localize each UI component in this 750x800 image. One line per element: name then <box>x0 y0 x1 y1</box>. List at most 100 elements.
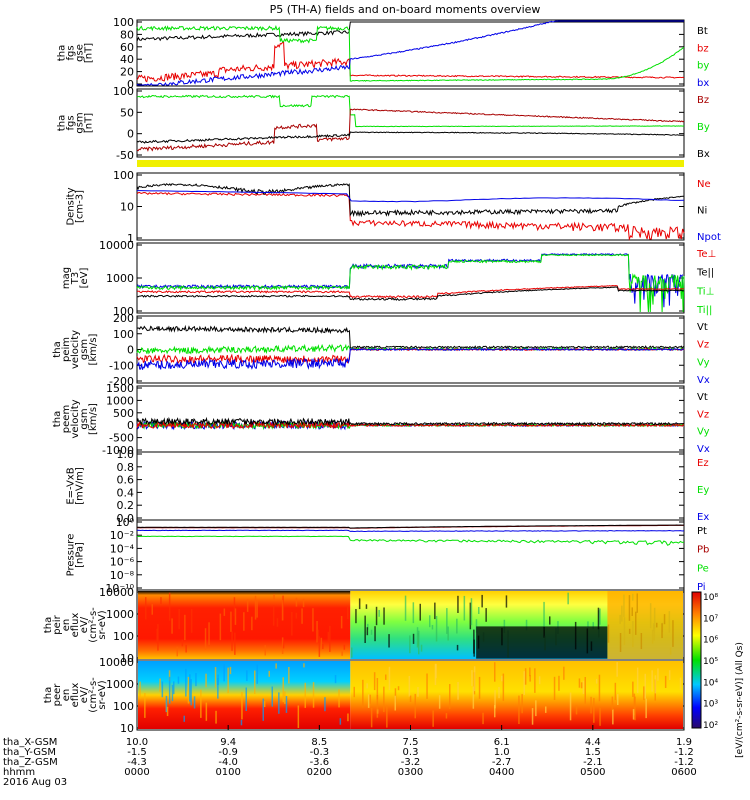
legend-entry: Vy <box>697 427 710 438</box>
spectrogram-texture <box>409 635 411 654</box>
x-row-value: -1.2 <box>674 747 694 758</box>
ytick-label: 500 <box>113 407 134 420</box>
x-row-value: -2.1 <box>583 757 603 768</box>
spectrogram-texture <box>590 696 592 714</box>
spectrogram-texture <box>534 668 536 693</box>
spectrogram-texture <box>494 690 496 709</box>
ytick-label: 0.2 <box>117 499 135 512</box>
y-axis-label-line: peim <box>61 337 72 362</box>
series-line-Vy <box>136 343 685 355</box>
spectrogram-texture <box>178 608 180 630</box>
spectrogram-texture <box>416 627 419 648</box>
spectrogram-texture <box>165 695 168 713</box>
y-axis-label-line: velocity <box>70 399 81 438</box>
series-line-Vt <box>136 324 685 350</box>
y-axis-label-line: tha <box>52 341 63 357</box>
spectrogram-texture <box>366 627 369 636</box>
spectrogram-texture <box>482 712 484 725</box>
ytick-label: 10⁻¹⁰ <box>105 582 134 595</box>
spectrogram-texture <box>599 608 601 625</box>
x-row-value: 0100 <box>215 767 240 778</box>
spectrogram-texture <box>156 628 158 644</box>
spectrogram-texture <box>429 615 431 628</box>
spectrogram-texture <box>241 692 243 720</box>
spectrogram-texture <box>184 614 186 641</box>
spectrogram-texture <box>214 667 217 688</box>
ytick-label: 10 <box>120 201 134 214</box>
status-bar <box>137 160 684 167</box>
y-axis-label-line: eV/ <box>79 616 90 633</box>
ytick-label: 100 <box>113 169 134 182</box>
legend-entry: Vt <box>697 392 708 403</box>
spectrogram-texture <box>375 606 378 626</box>
spectrogram-texture <box>456 618 458 634</box>
x-row-value: 9.4 <box>220 737 236 748</box>
spectrogram-texture <box>233 597 236 617</box>
x-row-value: -1.2 <box>674 757 694 768</box>
ytick-label: 80 <box>120 28 134 41</box>
legend-entry: by <box>697 61 709 72</box>
x-row-value: 0.3 <box>403 747 419 758</box>
y-axis-label-line: velocity <box>70 330 81 369</box>
ytick-label: 100 <box>113 700 134 713</box>
ytick-label: 60 <box>120 41 134 54</box>
x-row-value: 10.0 <box>126 737 148 748</box>
ytick-label: -1000 <box>102 444 134 457</box>
legend-entry: Pe <box>697 563 709 574</box>
legend-entry: Ni <box>697 206 707 217</box>
spectrogram-texture <box>195 673 197 687</box>
spectrogram-texture <box>304 682 306 708</box>
x-row-value: 0000 <box>124 767 149 778</box>
series-line-Bx <box>136 131 685 144</box>
spectrogram-texture <box>166 706 169 716</box>
spectrogram-texture <box>394 695 396 711</box>
spectrogram-texture <box>644 673 646 699</box>
y-axis-label-line: [nT] <box>84 43 95 63</box>
colorbar-tick: 10⁸ <box>703 593 718 603</box>
y-axis-label-line: eflux <box>70 683 81 708</box>
spectrogram-texture <box>251 616 253 631</box>
spectrogram-texture <box>168 670 171 682</box>
spectrogram-texture <box>276 618 279 627</box>
x-row-value: -0.3 <box>310 747 330 758</box>
spectrogram-texture <box>281 599 284 621</box>
spectrogram-texture <box>297 705 300 728</box>
spectrogram-texture <box>584 677 586 704</box>
colorbar-scale <box>691 591 702 729</box>
colorbar-tick: 10⁶ <box>703 636 718 646</box>
spectrogram-texture <box>176 646 178 657</box>
spectrogram-texture <box>295 612 298 619</box>
legend-entry: Ne <box>697 179 711 190</box>
spectrogram-texture <box>545 706 547 713</box>
ytick-label: 100 <box>113 85 134 98</box>
x-axis-table: tha_X-GSM 10.0 9.4 8.5 7.5 6.1 4.4 1.9 tha_Y-GSM… <box>3 725 697 788</box>
spectrogram-texture <box>438 695 441 709</box>
spectrogram-texture <box>329 625 331 652</box>
legend-entry: Vz <box>697 409 709 420</box>
spectrogram-texture <box>558 675 560 691</box>
spectrogram-texture <box>535 700 537 717</box>
y-axis-label-line: sr-eV) <box>97 680 108 709</box>
legend-entry: Ez <box>697 458 709 469</box>
spectrogram-texture <box>593 697 595 723</box>
colorbar-tick: 10² <box>703 721 718 731</box>
panel-peem-velocity: 150010005000-500-1000thapeemvelocitygsm[… <box>52 382 710 457</box>
spectrogram-texture <box>324 697 326 712</box>
spectrogram-texture <box>501 675 503 682</box>
legend-entry: Ti|| <box>696 305 712 316</box>
y-axis-label-line: fgs <box>66 45 77 60</box>
panel-peim-velocity: 200 100 0 -100 -200 thapeimvelocitygsm[km/s] V… <box>52 312 710 388</box>
y-axis-label: thapeirenefluxeV/(cm²-s-sr-eV) <box>43 607 108 643</box>
spectrogram-texture <box>204 628 207 650</box>
spectrogram-texture <box>549 616 551 625</box>
spectrogram-texture <box>347 713 349 722</box>
spectrogram-texture <box>592 622 594 629</box>
y-axis-label-line: peem <box>61 405 72 433</box>
ytick-label: 50 <box>120 106 134 119</box>
spectrogram-texture <box>190 608 193 633</box>
colorbar-tick: 10³ <box>703 700 718 710</box>
y-axis-label: magT3[eV] <box>61 267 90 289</box>
panel-fgs-gsm: 100 50 0 -50 thafgsgsm[nT] Bz By Bx <box>57 85 710 162</box>
y-axis-label-line: tha <box>43 687 54 703</box>
